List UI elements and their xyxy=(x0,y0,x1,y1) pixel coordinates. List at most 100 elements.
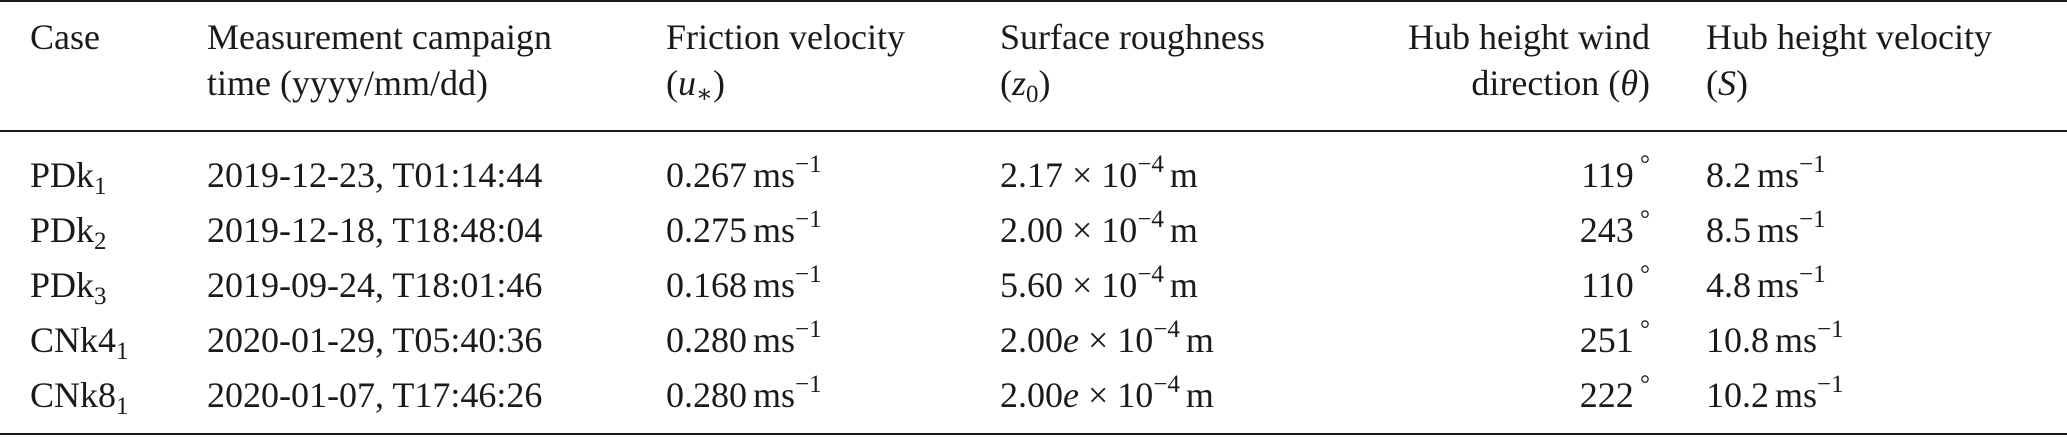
direction-value: 110 xyxy=(1581,265,1634,305)
friction-unit-exp: −1 xyxy=(795,261,822,288)
roughness-e: e xyxy=(1063,375,1079,415)
velocity-value: 10.8 xyxy=(1706,320,1769,360)
roughness-times: × 10 xyxy=(1078,320,1154,360)
header-direction: Hub height wind direction (θ) xyxy=(1340,14,1650,106)
cell-case: PDk2 xyxy=(30,202,107,258)
roughness-coef: 2.00 xyxy=(1000,320,1063,360)
cell-direction: 119 ° xyxy=(1340,147,1650,203)
roughness-e: e xyxy=(1063,320,1079,360)
header-campaign: Measurement campaign time (yyyy/mm/dd) xyxy=(207,14,552,106)
cell-case: CNk41 xyxy=(30,312,129,368)
case-subscript: 1 xyxy=(94,173,107,200)
header-direction-line2: direction (θ) xyxy=(1471,63,1650,103)
header-roughness-line1: Surface roughness xyxy=(1000,17,1265,57)
roughness-exp: −4 xyxy=(1137,151,1164,178)
friction-unit-exp: −1 xyxy=(795,151,822,178)
cell-friction: 0.280 ms−1 xyxy=(666,367,822,423)
case-base: PDk xyxy=(30,265,95,305)
roughness-times: × 10 xyxy=(1063,265,1138,305)
header-velocity: Hub height velocity (S) xyxy=(1706,14,1992,106)
velocity-unit: ms xyxy=(1757,155,1800,195)
header-campaign-line2: time (yyyy/mm/dd) xyxy=(207,63,488,103)
header-direction-line1: Hub height wind xyxy=(1408,17,1650,57)
friction-unit: ms xyxy=(753,320,796,360)
header-roughness-line2: (z0) xyxy=(1000,63,1051,108)
velocity-unit-exp: −1 xyxy=(1799,151,1826,178)
roughness-unit: m xyxy=(1169,265,1198,305)
table-row: PDk3 2019-09-24, T18:01:46 0.168 ms−1 5.60 ×… xyxy=(0,257,2067,313)
velocity-unit: ms xyxy=(1757,210,1800,250)
roughness-unit: m xyxy=(1169,210,1198,250)
cell-velocity: 8.5 ms−1 xyxy=(1706,202,1826,258)
cell-time: 2019-12-18, T18:48:04 xyxy=(207,210,543,250)
cell-roughness: 5.60 × 10−4 m xyxy=(1000,257,1198,313)
cell-case: PDk1 xyxy=(30,147,107,203)
cell-velocity: 4.8 ms−1 xyxy=(1706,257,1826,313)
header-friction-line1: Friction velocity xyxy=(666,17,905,57)
roughness-coef: 2.17 xyxy=(1000,155,1063,195)
friction-unit-exp: −1 xyxy=(795,206,822,233)
table-row: CNk81 2020-01-07, T17:46:26 0.280 ms−1 2.00e… xyxy=(0,367,2067,423)
direction-value: 119 xyxy=(1581,155,1634,195)
friction-value: 0.168 xyxy=(666,265,747,305)
case-subscript: 1 xyxy=(116,393,129,420)
cell-roughness: 2.00e × 10−4 m xyxy=(1000,367,1214,423)
velocity-unit: ms xyxy=(1775,320,1818,360)
table-row: CNk41 2020-01-29, T05:40:36 0.280 ms−1 2.00e… xyxy=(0,312,2067,368)
friction-value: 0.275 xyxy=(666,210,747,250)
direction-value: 222 xyxy=(1579,375,1634,415)
roughness-unit: m xyxy=(1185,375,1214,415)
header-friction-line2: (u∗) xyxy=(666,63,725,108)
velocity-unit: ms xyxy=(1775,375,1818,415)
cell-roughness: 2.00e × 10−4 m xyxy=(1000,312,1214,368)
degree-symbol: ° xyxy=(1633,151,1650,178)
header-friction: Friction velocity (u∗) xyxy=(666,14,905,108)
velocity-value: 4.8 xyxy=(1706,265,1751,305)
direction-value: 243 xyxy=(1579,210,1634,250)
friction-unit: ms xyxy=(753,155,796,195)
degree-symbol: ° xyxy=(1633,261,1650,288)
roughness-coef: 5.60 xyxy=(1000,265,1063,305)
roughness-exp: −4 xyxy=(1137,261,1164,288)
velocity-value: 8.2 xyxy=(1706,155,1751,195)
degree-symbol: ° xyxy=(1633,371,1650,398)
roughness-unit: m xyxy=(1169,155,1198,195)
cell-friction: 0.267 ms−1 xyxy=(666,147,822,203)
roughness-times: × 10 xyxy=(1078,375,1154,415)
cell-time: 2020-01-07, T17:46:26 xyxy=(207,375,543,415)
roughness-exp: −4 xyxy=(1153,316,1180,343)
cell-case: PDk3 xyxy=(30,257,107,313)
cell-time: 2019-09-24, T18:01:46 xyxy=(207,265,543,305)
roughness-coef: 2.00 xyxy=(1000,375,1063,415)
header-velocity-line1: Hub height velocity xyxy=(1706,17,1992,57)
cell-roughness: 2.00 × 10−4 m xyxy=(1000,202,1198,258)
velocity-unit-exp: −1 xyxy=(1817,316,1844,343)
cell-velocity: 10.2 ms−1 xyxy=(1706,367,1844,423)
cell-roughness: 2.17 × 10−4 m xyxy=(1000,147,1198,203)
case-base: CNk8 xyxy=(30,375,117,415)
friction-unit: ms xyxy=(753,210,796,250)
friction-value: 0.280 xyxy=(666,375,747,415)
cell-direction: 110 ° xyxy=(1340,257,1650,313)
case-subscript: 3 xyxy=(94,283,107,310)
top-rule xyxy=(0,0,2067,2)
cell-time: 2019-12-23, T01:14:44 xyxy=(207,155,543,195)
velocity-unit-exp: −1 xyxy=(1799,206,1826,233)
case-base: CNk4 xyxy=(30,320,117,360)
friction-unit: ms xyxy=(753,375,796,415)
cell-direction: 243 ° xyxy=(1340,202,1650,258)
table-row: PDk2 2019-12-18, T18:48:04 0.275 ms−1 2.00 ×… xyxy=(0,202,2067,258)
table-row: PDk1 2019-12-23, T01:14:44 0.267 ms−1 2.17 ×… xyxy=(0,147,2067,203)
cell-velocity: 10.8 ms−1 xyxy=(1706,312,1844,368)
case-subscript: 1 xyxy=(116,338,129,365)
roughness-times: × 10 xyxy=(1063,155,1138,195)
roughness-exp: −4 xyxy=(1153,371,1180,398)
velocity-value: 10.2 xyxy=(1706,375,1769,415)
case-subscript: 2 xyxy=(94,228,107,255)
roughness-unit: m xyxy=(1185,320,1214,360)
cell-friction: 0.168 ms−1 xyxy=(666,257,822,313)
cell-case: CNk81 xyxy=(30,367,129,423)
header-velocity-line2: (S) xyxy=(1706,63,1748,103)
roughness-exp: −4 xyxy=(1137,206,1164,233)
